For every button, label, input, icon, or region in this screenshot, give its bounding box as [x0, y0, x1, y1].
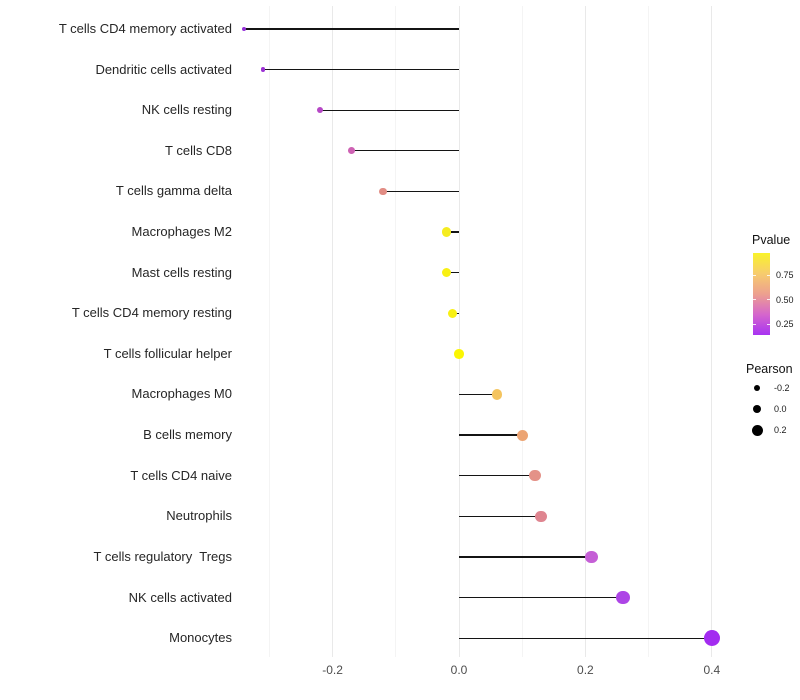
category-label: Macrophages M0 [131, 386, 232, 402]
lollipop-stem [263, 68, 459, 71]
lollipop-stem [319, 109, 459, 111]
x-tick-label: 0.2 [577, 663, 594, 677]
pearson-size-dot [752, 404, 762, 414]
colorbar-tick-label: 0.25 [776, 319, 794, 330]
lollipop-dot [535, 510, 547, 523]
x-tick-label: -0.2 [322, 663, 343, 677]
category-label: T cells CD8 [165, 142, 232, 158]
lollipop-dot [491, 389, 503, 400]
colorbar-tick-mark [767, 323, 770, 325]
category-label: Macrophages M2 [131, 224, 232, 240]
lollipop-stem [459, 434, 523, 436]
lollipop-stem [459, 393, 497, 396]
lollipop-dot [454, 349, 464, 359]
colorbar-tick-label: 0.50 [776, 294, 794, 305]
lollipop-dot [348, 147, 355, 155]
gridline-minor [268, 6, 270, 657]
lollipop-dot [703, 630, 720, 647]
pearson-size-label: 0.0 [774, 404, 787, 414]
colorbar-tick-mark [753, 274, 756, 276]
lollipop-dot [516, 429, 528, 441]
gridline-major [584, 6, 586, 657]
gridline-major [458, 6, 460, 657]
colorbar-tick-mark [753, 323, 756, 325]
category-label: T cells CD4 memory activated [58, 21, 232, 36]
pearson-size-label: -0.2 [774, 383, 790, 393]
lollipop-stem [459, 596, 624, 599]
lollipop-dot [441, 227, 451, 237]
category-label: Dendritic cells activated [95, 61, 232, 77]
lollipop-stem [446, 272, 459, 274]
gridline-minor [521, 6, 523, 657]
category-label: T cells regulatory Tregs [93, 548, 232, 564]
lollipop-dot [529, 470, 541, 482]
lollipop-stem [459, 637, 712, 639]
category-label: NK cells resting [141, 102, 232, 118]
category-label: T cells CD4 memory resting [71, 305, 232, 321]
lollipop-dot [441, 268, 451, 278]
lollipop-stem [459, 556, 592, 558]
category-label: T cells CD4 naive [130, 467, 232, 483]
lollipop-dot [379, 187, 387, 196]
category-label: NK cells activated [128, 589, 232, 605]
lollipop-dot [585, 550, 599, 564]
lollipop-stem [383, 190, 459, 193]
colorbar-tick-mark [753, 299, 756, 301]
lollipop-stem [244, 28, 459, 30]
lollipop-stem [351, 150, 459, 152]
category-label: Monocytes [169, 630, 232, 646]
lollipop-dot [260, 67, 266, 72]
lollipop-stem [459, 515, 542, 517]
lollipop-stem [459, 475, 535, 477]
pearson-size-dot [753, 384, 761, 392]
pearson-size-dot [751, 424, 763, 436]
gridline-major [332, 6, 334, 657]
lollipop-dot [448, 308, 458, 318]
pearson-size-label: 0.2 [774, 425, 787, 435]
colorbar-tick-mark [767, 299, 770, 301]
x-tick-label: 0.0 [450, 663, 468, 677]
category-label: T cells follicular helper [103, 345, 232, 361]
colorbar-tick-mark [767, 274, 770, 276]
lollipop-dot [616, 590, 631, 605]
gridline-minor [395, 6, 397, 657]
category-label: B cells memory [143, 427, 232, 443]
lollipop-dot [242, 26, 247, 32]
lollipop-stem [446, 231, 459, 233]
category-label: T cells gamma delta [115, 183, 232, 199]
category-label: Mast cells resting [131, 264, 232, 280]
pearson-legend-title: Pearson [746, 362, 793, 376]
pvalue-legend-title: Pvalue [752, 233, 791, 247]
pvalue-colorbar [753, 253, 770, 335]
category-label: Neutrophils [166, 508, 232, 524]
gridline-major [711, 6, 713, 657]
gridline-minor [648, 6, 650, 657]
x-tick-label: 0.4 [703, 663, 721, 677]
colorbar-tick-label: 0.75 [776, 270, 794, 281]
lollipop-dot [316, 107, 323, 114]
